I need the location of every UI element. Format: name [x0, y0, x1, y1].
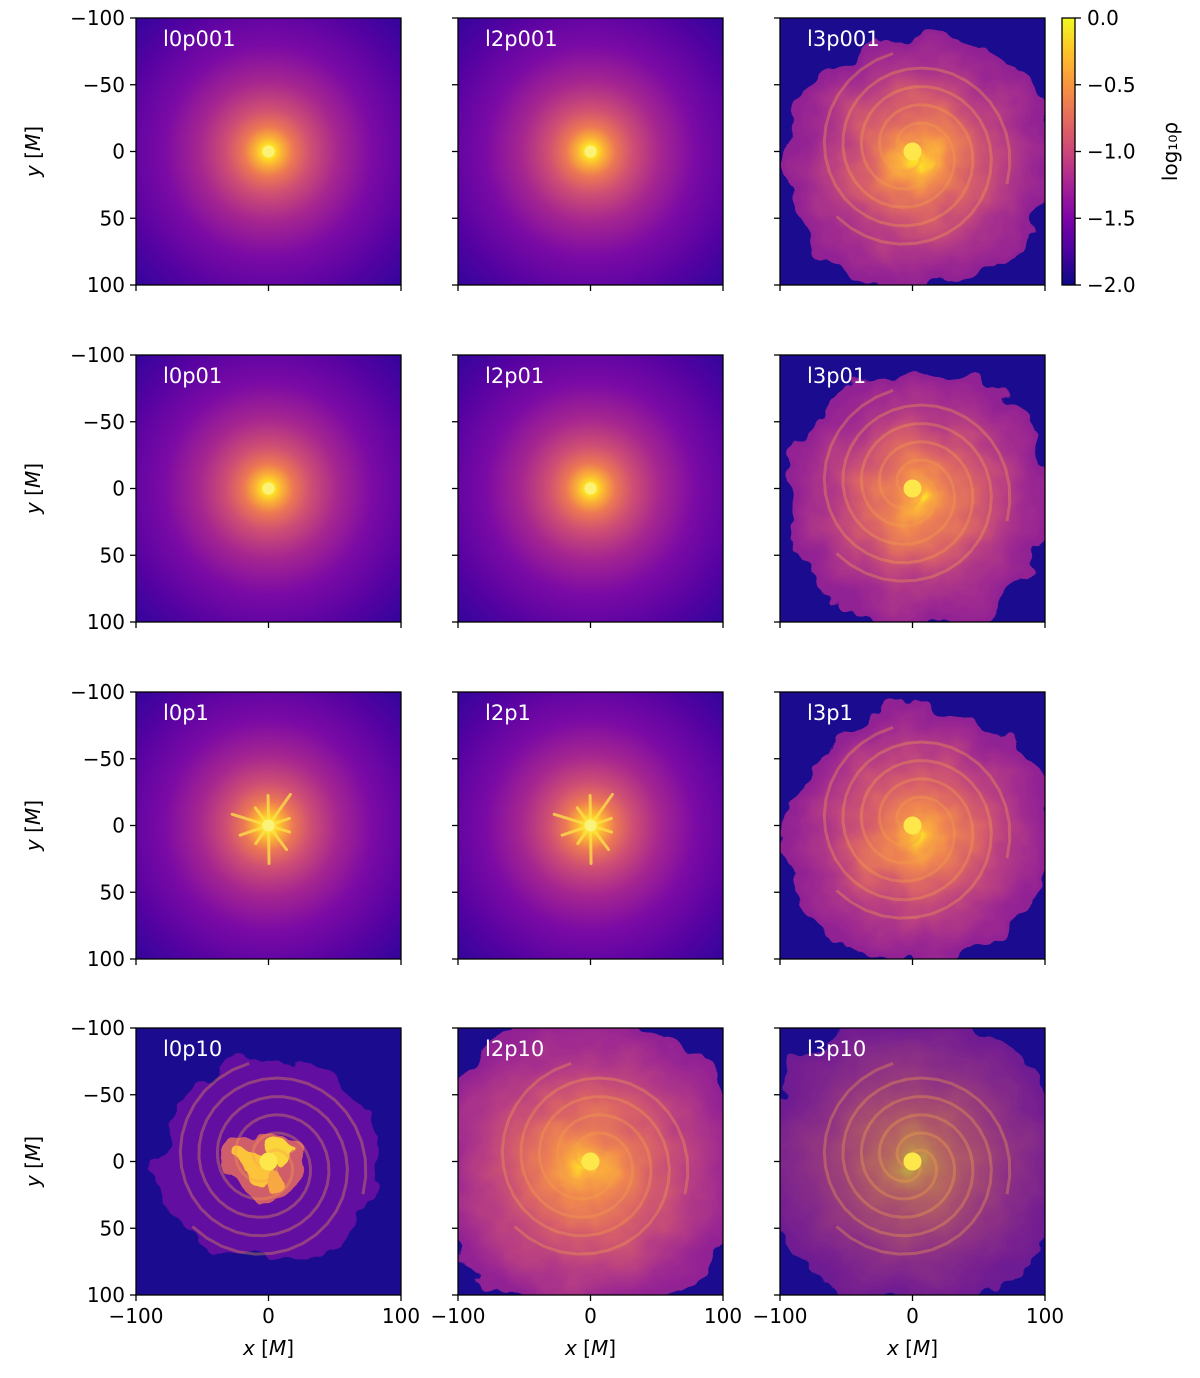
y-tick-label: −100 [70, 680, 125, 704]
panel-l3p10: l3p10 −100 0 100 x [M] [753, 1027, 1064, 1360]
x-tick-label: 100 [704, 1304, 742, 1328]
y-axis-label: y [M] [21, 800, 45, 852]
panel-label: l2p10 [485, 1037, 544, 1061]
y-tick-label: 0 [112, 140, 125, 164]
panel-l2p001: l2p001 [452, 17, 724, 291]
y-axis-label: y [M] [21, 1136, 45, 1188]
spiral-arms [822, 389, 1012, 583]
y-tick-label: 50 [100, 1216, 125, 1240]
panel-label: l2p001 [485, 27, 558, 51]
y-tick-label: −50 [83, 747, 125, 771]
y-tick-label: −100 [70, 6, 125, 30]
spiral-arms [822, 726, 1012, 920]
panel-label: l0p01 [163, 364, 222, 388]
y-tick-label: 100 [87, 273, 125, 297]
core [581, 1152, 600, 1171]
panel-l3p001: l3p001 [774, 17, 1046, 291]
x-axis-label: x [M] [564, 1336, 616, 1360]
colorbar: 0.0 −0.5 −1.0 −1.5 −2.0 log₁₀ρ [1061, 6, 1182, 297]
panel-label: l2p1 [485, 701, 531, 725]
core [903, 1152, 922, 1171]
x-tick-label: −100 [753, 1304, 808, 1328]
colorbar-gradient [1061, 17, 1076, 286]
y-tick-label: −50 [83, 1083, 125, 1107]
x-tick-label: −100 [109, 1304, 164, 1328]
y-tick-label: 0 [112, 1150, 125, 1174]
x-tick-label: 100 [382, 1304, 420, 1328]
panel-l0p01: l0p01 100 50 0 −50 −100 y [M] [21, 343, 402, 634]
core [262, 482, 275, 495]
core [584, 145, 597, 158]
y-tick-label: 100 [87, 947, 125, 971]
panel-l0p1: l0p1 100 50 0 −50 −100 y [M] [21, 680, 402, 971]
spiral-arms [822, 52, 1012, 246]
colorbar-tick-label: −2.0 [1087, 273, 1136, 297]
panel-label: l2p01 [485, 364, 544, 388]
y-tick-label: 0 [112, 814, 125, 838]
y-tick-label: −100 [70, 343, 125, 367]
x-axis-label: x [M] [886, 1336, 938, 1360]
y-tick-label: −50 [83, 73, 125, 97]
y-tick-label: 50 [100, 543, 125, 567]
spiral-arms [178, 1062, 368, 1256]
panel-label: l3p1 [807, 701, 853, 725]
x-tick-label: −100 [431, 1304, 486, 1328]
core [262, 819, 275, 832]
core [584, 819, 597, 832]
core [259, 1152, 278, 1171]
x-axis-label: x [M] [242, 1336, 294, 1360]
spiral-arms [500, 1062, 690, 1256]
panel-l3p1: l3p1 [774, 691, 1046, 965]
colorbar-label: log₁₀ρ [1158, 122, 1182, 181]
panel-l2p1: l2p1 [452, 691, 724, 965]
panel-label: l3p01 [807, 364, 866, 388]
x-tick-label: 100 [1026, 1304, 1064, 1328]
panel-l2p01: l2p01 [452, 354, 724, 628]
panel-l0p10: l0p10 100 50 0 −50 −100 −100 0 100 y [M] x [M] [21, 1016, 420, 1360]
core [903, 816, 922, 835]
panel-label: l0p001 [163, 27, 236, 51]
panel-l2p10: l2p10 −100 0 100 x [M] [431, 1027, 742, 1360]
y-tick-label: 50 [100, 206, 125, 230]
x-tick-label: 0 [584, 1304, 597, 1328]
core [584, 482, 597, 495]
core [903, 142, 922, 161]
colorbar-tick-label: −0.5 [1087, 73, 1136, 97]
colorbar-tick-label: −1.5 [1087, 206, 1136, 230]
y-axis-label: y [M] [21, 463, 45, 515]
x-tick-label: 0 [262, 1304, 275, 1328]
panel-label: l3p10 [807, 1037, 866, 1061]
colorbar-tick-label: 0.0 [1087, 6, 1119, 30]
y-axis-label: y [M] [21, 126, 45, 178]
y-tick-label: −100 [70, 1016, 125, 1040]
y-tick-label: 100 [87, 610, 125, 634]
core [903, 479, 922, 498]
spiral-arms [822, 1062, 1012, 1256]
colorbar-tick-label: −1.0 [1087, 140, 1136, 164]
panel-label: l3p001 [807, 27, 880, 51]
panel-l3p01: l3p01 [774, 354, 1046, 628]
y-tick-label: 0 [112, 477, 125, 501]
panel-l0p001: l0p001 100 50 0 −50 −100 y [M] [21, 6, 402, 297]
core [262, 145, 275, 158]
x-tick-label: 0 [906, 1304, 919, 1328]
y-tick-label: 100 [87, 1283, 125, 1307]
y-tick-label: 50 [100, 880, 125, 904]
panel-label: l0p10 [163, 1037, 222, 1061]
y-tick-label: −50 [83, 410, 125, 434]
panel-label: l0p1 [163, 701, 209, 725]
